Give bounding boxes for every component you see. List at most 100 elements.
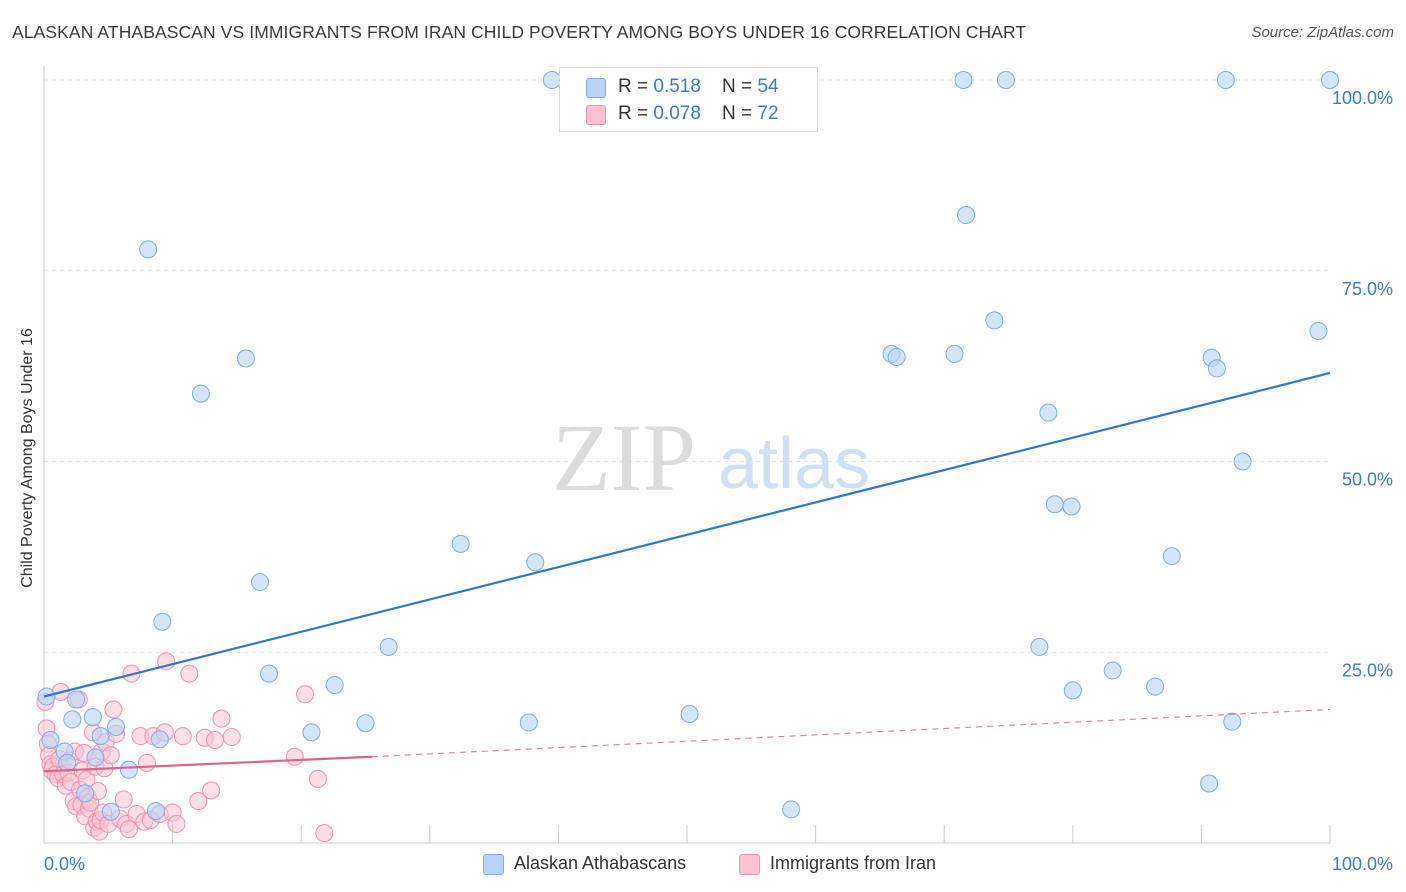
data-point-alaskan (782, 800, 801, 819)
data-point-alaskan (1200, 774, 1219, 793)
data-point-alaskan (680, 705, 699, 724)
legend-swatch-pink (586, 105, 606, 125)
data-point-alaskan (150, 730, 169, 749)
data-point-alaskan (191, 384, 210, 403)
watermark-zip: ZIP (552, 404, 696, 511)
data-point-iran (206, 730, 225, 749)
data-point-alaskan (1207, 359, 1226, 378)
data-point-alaskan (101, 802, 120, 821)
data-point-alaskan (945, 344, 964, 363)
data-point-alaskan (985, 311, 1004, 330)
data-point-alaskan (1062, 497, 1081, 516)
data-point-alaskan (1162, 547, 1181, 566)
blue-points (37, 71, 1339, 821)
data-point-iran (119, 820, 138, 839)
watermark: ZIP atlas (552, 404, 870, 511)
data-point-alaskan (236, 349, 255, 368)
data-point-iran (173, 727, 192, 746)
data-point-alaskan (519, 713, 538, 732)
data-point-alaskan (1103, 661, 1122, 680)
source-label: Source: ZipAtlas.com (1251, 24, 1394, 41)
bottom-legend-swatch-blue (483, 854, 504, 875)
chart-title: ALASKAN ATHABASCAN VS IMMIGRANTS FROM IR… (12, 22, 1027, 42)
data-point-alaskan (153, 612, 172, 631)
legend-n-label: N = (722, 76, 758, 97)
data-point-alaskan (251, 573, 270, 592)
legend-n-value: 72 (757, 103, 779, 124)
trend-line-alaskan (43, 371, 1331, 698)
data-point-iran (180, 664, 199, 683)
x-tick-label: 0.0% (44, 854, 85, 874)
data-point-alaskan (119, 760, 138, 779)
data-point-alaskan (356, 714, 375, 733)
data-point-alaskan (139, 240, 158, 259)
data-point-alaskan (379, 637, 398, 656)
data-point-alaskan (996, 71, 1015, 89)
data-point-iran (285, 747, 304, 766)
y-tick-label: 50.0% (1342, 470, 1393, 490)
pink-points (36, 652, 334, 843)
data-point-alaskan (41, 730, 60, 749)
data-point-alaskan (302, 723, 321, 742)
data-point-iran (167, 814, 186, 833)
legend-r-value: 0.518 (653, 76, 701, 97)
bottom-legend-label: Immigrants from Iran (770, 853, 937, 873)
y-tick-label: 75.0% (1342, 279, 1393, 299)
data-point-alaskan (1039, 403, 1058, 422)
legend-r-value: 0.078 (653, 103, 701, 124)
data-point-alaskan (325, 676, 344, 695)
data-point-alaskan (542, 71, 561, 89)
legend-n-value: 54 (757, 76, 779, 97)
y-tick-label: 100.0% (1332, 88, 1393, 108)
data-point-alaskan (1321, 71, 1339, 89)
data-point-alaskan (451, 534, 470, 553)
data-point-iran (315, 824, 334, 843)
data-point-iran (189, 792, 208, 811)
data-point-iran (137, 753, 156, 772)
x-tick-label: 100.0% (1332, 854, 1393, 874)
data-point-iran (308, 769, 327, 788)
data-point-alaskan (146, 801, 165, 820)
data-point-alaskan (1063, 681, 1082, 700)
data-point-alaskan (91, 727, 110, 746)
data-point-alaskan (63, 710, 82, 729)
data-point-alaskan (887, 347, 906, 366)
data-point-alaskan (86, 748, 105, 767)
data-point-alaskan (1216, 71, 1235, 89)
legend-swatch-blue (586, 78, 606, 98)
data-point-iran (222, 727, 241, 746)
data-point-iran (202, 781, 221, 800)
bottom-legend-label: Alaskan Athabascans (514, 853, 687, 873)
watermark-atlas: atlas (718, 424, 870, 504)
data-point-alaskan (957, 206, 976, 225)
y-tick-label: 25.0% (1342, 660, 1393, 680)
tick-labels: 25.0% 50.0% 75.0% 100.0% 0.0% 100.0% (44, 88, 1393, 874)
data-point-alaskan (83, 708, 102, 727)
legend-n-label: N = (722, 103, 758, 124)
data-point-alaskan (1309, 322, 1328, 341)
trend-line-iran (43, 755, 372, 773)
data-point-alaskan (1030, 637, 1049, 656)
axes (43, 66, 1331, 844)
data-point-iran (104, 700, 123, 719)
data-point-iran (101, 746, 120, 765)
legend-r-label: R = (618, 103, 654, 124)
trend-line-iran-extension (371, 708, 1331, 758)
data-point-alaskan (1045, 495, 1064, 514)
gridlines (44, 79, 1330, 653)
data-point-alaskan (107, 718, 126, 737)
data-point-alaskan (1233, 452, 1252, 471)
data-point-alaskan (76, 784, 95, 803)
legend-r-label: R = (618, 76, 654, 97)
data-point-alaskan (58, 753, 77, 772)
trend-lines (43, 371, 1331, 773)
data-point-alaskan (260, 664, 279, 683)
data-point-alaskan (1146, 677, 1165, 696)
data-point-alaskan (1223, 712, 1242, 731)
data-point-alaskan (67, 690, 86, 709)
data-point-alaskan (954, 71, 973, 89)
data-point-alaskan (526, 553, 545, 572)
legend: R = 0.518 N = 54 R = 0.078 N = 72 (559, 67, 818, 132)
data-point-iran (296, 685, 315, 704)
